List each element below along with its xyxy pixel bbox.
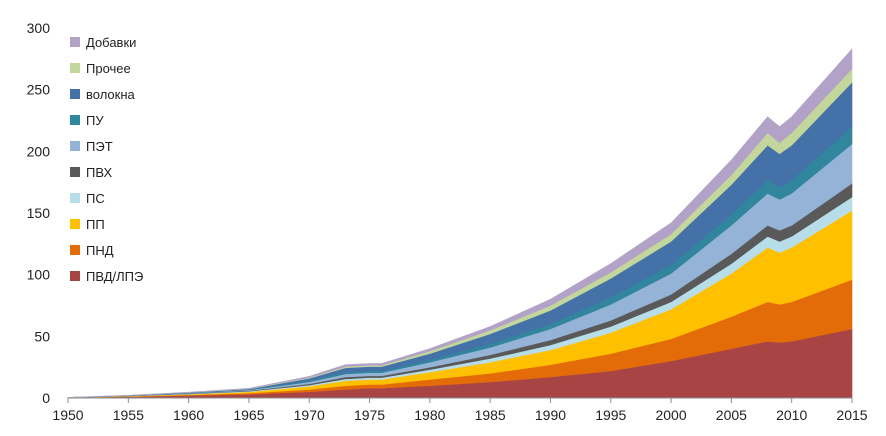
legend-label: ПС bbox=[86, 191, 105, 206]
x-tick-label: 1985 bbox=[475, 407, 506, 423]
legend-label: волокна bbox=[86, 87, 136, 102]
legend-swatch bbox=[70, 141, 80, 151]
legend-swatch bbox=[70, 37, 80, 47]
legend-label: ПУ bbox=[86, 113, 104, 128]
x-tick-label: 1950 bbox=[52, 407, 83, 423]
y-tick-label: 200 bbox=[27, 143, 51, 159]
stacked-areas bbox=[67, 48, 853, 399]
x-tick-label: 1955 bbox=[113, 407, 144, 423]
y-tick-label: 250 bbox=[27, 82, 51, 98]
legend-label: Добавки bbox=[86, 35, 136, 50]
legend-swatch bbox=[70, 193, 80, 203]
x-tick-label: 2005 bbox=[716, 407, 747, 423]
x-axis: 1950 1955 1960 1965 1970 1975 1980 1985 1990 1995… bbox=[52, 397, 868, 423]
x-tick-label: 1965 bbox=[233, 407, 264, 423]
x-tick-label: 2000 bbox=[655, 407, 686, 423]
legend-swatch bbox=[70, 245, 80, 255]
x-tick-label: 1960 bbox=[173, 407, 204, 423]
x-tick-label: 1990 bbox=[535, 407, 566, 423]
x-tick-label: 1995 bbox=[595, 407, 626, 423]
legend-label: ПЭТ bbox=[86, 139, 113, 154]
legend-swatch bbox=[70, 271, 80, 281]
x-tick-label: 1970 bbox=[294, 407, 325, 423]
y-tick-label: 0 bbox=[42, 390, 50, 406]
x-tick-label: 1980 bbox=[414, 407, 445, 423]
y-axis: 0 50 100 150 200 250 300 bbox=[27, 20, 51, 406]
x-tick-label: 2015 bbox=[836, 407, 867, 423]
legend-swatch bbox=[70, 167, 80, 177]
legend-swatch bbox=[70, 63, 80, 73]
legend-label: ПВД/ЛПЭ bbox=[86, 269, 143, 284]
legend-swatch bbox=[70, 219, 80, 229]
legend-label: Прочее bbox=[86, 61, 131, 76]
legend: Добавки Прочее волокна ПУ ПЭТ ПВХ ПС ПП ПНД ПВД/Л… bbox=[70, 35, 143, 284]
y-tick-label: 50 bbox=[34, 328, 50, 344]
x-tick-label: 2010 bbox=[776, 407, 807, 423]
y-tick-label: 100 bbox=[27, 267, 51, 283]
legend-label: ПНД bbox=[86, 243, 114, 258]
area-series-9 bbox=[67, 48, 853, 398]
y-tick-label: 150 bbox=[27, 205, 51, 221]
legend-swatch bbox=[70, 89, 80, 99]
x-tick-label: 1975 bbox=[354, 407, 385, 423]
legend-label: ПВХ bbox=[86, 165, 112, 180]
legend-swatch bbox=[70, 115, 80, 125]
legend-label: ПП bbox=[86, 217, 105, 232]
y-tick-label: 300 bbox=[27, 20, 51, 36]
